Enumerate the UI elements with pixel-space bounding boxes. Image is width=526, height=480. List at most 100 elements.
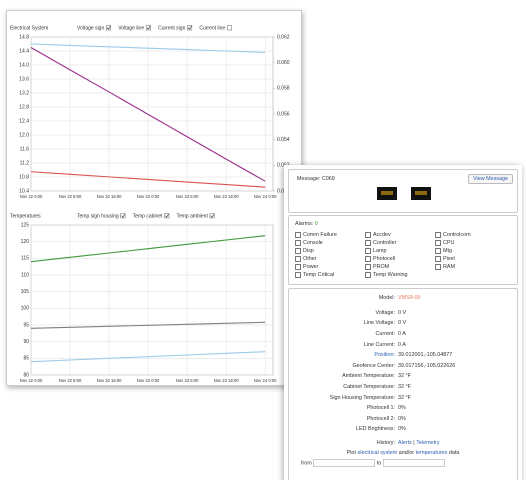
alarm-checkbox[interactable]	[365, 240, 371, 246]
alarms-label: Alarms:	[295, 221, 314, 227]
y-tick-label: 110	[21, 272, 29, 278]
alarm-item[interactable]: Mtg	[435, 248, 452, 254]
alarm-checkbox[interactable]	[435, 240, 441, 246]
x-tick-label: Nov 24 0:00	[254, 378, 277, 383]
to-input[interactable]	[382, 459, 445, 468]
info-label: Line Voltage:	[363, 320, 395, 327]
x-tick-label: Nov 22 16:00	[97, 378, 123, 383]
legend-checkbox[interactable]	[226, 25, 232, 31]
info-value: 32 °F	[398, 373, 411, 380]
alarm-checkbox[interactable]	[365, 256, 371, 262]
y-tick-label: 10.8	[19, 174, 29, 180]
info-value: 32 °F	[398, 384, 411, 391]
alarm-item[interactable]: Comm Failure	[295, 232, 337, 238]
model-value: VMS9-09	[398, 295, 421, 302]
plot-text: and/or	[398, 450, 415, 457]
legend-check	[210, 214, 215, 218]
model-row: Model: VMS9-09	[289, 293, 517, 304]
x-tick-label: Nov 23 16:00	[214, 194, 240, 199]
y2-tick-label: 0.050	[277, 188, 290, 194]
legend-checkbox[interactable]	[145, 25, 151, 31]
info-label: Current:	[375, 331, 395, 338]
x-tick-label: Nov 22 16:00	[97, 194, 123, 199]
alarm-item[interactable]: Other	[295, 256, 316, 262]
alarm-checkbox[interactable]	[435, 264, 441, 270]
alarm-label: Photocell	[373, 256, 396, 262]
y-tick-label: 10.4	[19, 188, 29, 194]
info-value: 32 °F	[398, 394, 411, 401]
alarm-checkbox[interactable]	[435, 256, 441, 262]
legend-checkbox[interactable]	[106, 25, 111, 31]
alarm-checkbox[interactable]	[295, 256, 301, 262]
x-tick-label: Nov 23 0:00	[137, 378, 160, 383]
legend-label[interactable]: Current line	[199, 25, 225, 31]
alarm-item[interactable]: CPU	[435, 240, 454, 246]
alarm-item[interactable]: Pixel	[435, 256, 455, 262]
legend-checkbox[interactable]	[120, 213, 126, 219]
alarm-item[interactable]: Disp	[295, 248, 314, 254]
legend-label[interactable]: Temp ambient	[176, 213, 208, 219]
alarm-checkbox[interactable]	[435, 248, 441, 254]
info-row: Position: 39.012001,-105.04877	[289, 350, 517, 361]
sign-panel: Message: C069 View Message Alarms: 0 Com…	[284, 165, 522, 480]
from-input[interactable]	[313, 459, 376, 468]
info-label: Cabinet Temperature:	[343, 384, 395, 391]
from-label: from	[301, 460, 312, 467]
y2-tick-label: 0.052	[277, 163, 290, 169]
alarm-item[interactable]: PROM	[365, 264, 389, 270]
alarm-item[interactable]: Lamp	[365, 248, 387, 254]
model-label: Model:	[378, 295, 395, 302]
alarm-checkbox[interactable]	[295, 248, 301, 254]
alarm-item[interactable]: Console	[295, 240, 323, 246]
info-label: Photocell 2:	[366, 415, 395, 422]
legend-checkbox[interactable]	[164, 213, 170, 219]
legend-label[interactable]: Voltage line	[118, 25, 144, 31]
plot-link[interactable]: electrical system	[357, 450, 398, 457]
x-tick-label: Nov 23 16:00	[214, 378, 240, 383]
alarm-item[interactable]: Photocell	[365, 256, 395, 262]
alarm-checkbox[interactable]	[365, 272, 371, 278]
legend-label[interactable]: Temp sign housing	[77, 213, 119, 219]
alarm-label: Other	[303, 256, 317, 262]
history-link[interactable]: Alerts	[398, 440, 412, 447]
legend-label[interactable]: Current sign	[158, 25, 185, 31]
alarm-checkbox[interactable]	[295, 264, 301, 270]
alarm-item[interactable]: Controller	[365, 240, 396, 246]
message-value: C069	[321, 176, 335, 182]
alarm-item[interactable]: RAM	[435, 264, 455, 270]
alarm-checkbox[interactable]	[295, 272, 301, 278]
alarm-checkbox[interactable]	[435, 232, 441, 238]
alarm-checkbox[interactable]	[295, 232, 301, 238]
legend-label[interactable]: Temp cabinet	[133, 213, 163, 219]
y-tick-label: 11.2	[20, 160, 30, 166]
chart-title: Electrical System	[10, 25, 48, 31]
legend-checkbox[interactable]	[187, 25, 193, 31]
alarm-item[interactable]: Controlcom	[435, 232, 471, 238]
series-line	[30, 351, 266, 363]
alarm-item[interactable]: Temp Warning	[365, 272, 408, 278]
info-row: Voltage: 0 V	[289, 308, 517, 319]
alarm-item[interactable]: Accdev	[365, 232, 391, 238]
alarm-label: CPU	[443, 240, 455, 246]
info-rows: Voltage: 0 V Line Voltage: 0 V Current: 0 A Li…	[289, 308, 517, 435]
plot-link[interactable]: temperatures	[415, 450, 448, 457]
legend-label[interactable]: Voltage sign	[77, 25, 104, 31]
message-label: Message:	[297, 176, 321, 182]
y2-tick-label: 0.056	[277, 111, 290, 117]
alarm-checkbox[interactable]	[365, 248, 371, 254]
info-row: Line Voltage: 0 V	[289, 318, 517, 329]
alarm-checkbox[interactable]	[365, 232, 371, 238]
y-tick-label: 12.4	[19, 118, 29, 124]
alarm-checkbox[interactable]	[365, 264, 371, 270]
y2-tick-label: 0.062	[277, 34, 290, 40]
legend-checkbox[interactable]	[209, 213, 215, 219]
view-message-button[interactable]: View Message	[468, 174, 513, 184]
history-link[interactable]: Telemetry	[416, 440, 440, 447]
info-row: Geofence Center: 39.017156,-105.022626	[289, 361, 517, 372]
info-label[interactable]: Position:	[374, 352, 395, 359]
alarm-item[interactable]: Power	[295, 264, 318, 270]
alarm-checkbox[interactable]	[295, 240, 301, 246]
info-value: 0%	[398, 415, 406, 422]
alarm-item[interactable]: Temp Critical	[295, 272, 334, 278]
alarm-label: RAM	[443, 264, 455, 270]
